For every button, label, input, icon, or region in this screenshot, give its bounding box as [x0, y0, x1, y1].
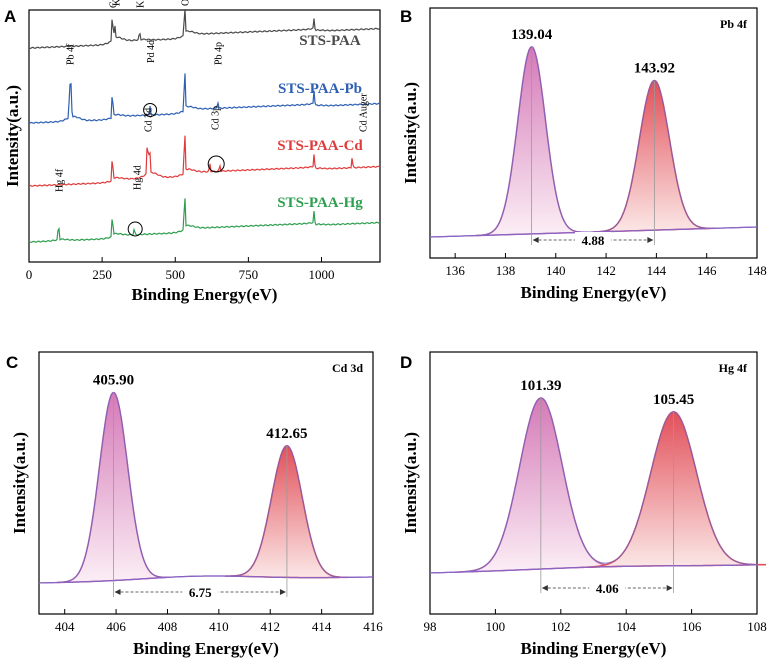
envelope-line: [430, 397, 757, 574]
arrow-head: [647, 237, 654, 243]
x-tick-label: 142: [596, 263, 616, 278]
plot-frame: [429, 351, 758, 615]
splitting-label: 4.06: [596, 581, 619, 596]
x-tick-label: 412: [260, 619, 280, 634]
x-tick-label: 98: [424, 619, 437, 634]
x-tick-label: 144: [647, 263, 667, 278]
x-tick-label: 406: [106, 619, 126, 634]
peak-value-label: 143.92: [634, 61, 675, 77]
x-axis-label: Binding Energy(eV): [521, 639, 667, 658]
envelope-line: [430, 46, 757, 238]
panel-title: Cd 3d: [332, 361, 363, 375]
arrow-head: [666, 585, 673, 591]
panel-a: A 0 250 500 750 1000 Binding Energy(eV) Intensi…: [3, 0, 381, 304]
x-tick-label: 416: [363, 619, 383, 634]
peak-annotation: Cd 3d: [143, 108, 154, 132]
peak-annotation: O 1s: [181, 0, 192, 6]
panel-letter-d: D: [400, 353, 412, 372]
x-tick-label: 138: [496, 263, 516, 278]
panel-title: Pb 4f: [720, 17, 748, 31]
panel-title: Hg 4f: [719, 361, 748, 375]
legend-label: STS-PAA-Hg: [277, 195, 363, 211]
splitting-label: 6.75: [189, 585, 212, 600]
series-line-sts-paa-hg: [28, 198, 381, 244]
splitting-label-bg: [589, 580, 626, 596]
splitting-label-bg: [574, 232, 611, 248]
arrow-head: [532, 237, 539, 243]
x-tick-label: 414: [312, 619, 332, 634]
x-tick-label: 410: [209, 619, 229, 634]
legend-label: STS-PAA-Cd: [277, 138, 363, 154]
peak-value-label: 139.04: [511, 27, 553, 43]
x-tick-label: 102: [551, 619, 571, 634]
x-tick-label: 0: [26, 267, 33, 282]
y-axis-label: Intensity(a.u.): [401, 432, 420, 534]
x-tick-label: 1000: [309, 267, 335, 282]
x-axis-label: Binding Energy(eV): [132, 285, 278, 304]
panel-c: C 404 406 408 410 412 414 416 Binding Energy(eV)…: [6, 351, 383, 658]
series-line-sts-paa-cd: [28, 135, 381, 187]
baseline-line: [39, 575, 373, 584]
peak-annotation: Cd Auger: [358, 93, 369, 132]
peak-annotation: Hg 4f: [55, 168, 66, 192]
plot-frame: [429, 7, 758, 259]
peak-value-label: 412.65: [266, 426, 307, 442]
x-tick-label: 140: [546, 263, 566, 278]
panel-b: B 136 138 140 142 144 146 148 Binding Energy(eV)…: [400, 7, 767, 302]
panel-letter-a: A: [4, 7, 16, 26]
panel-letter-b: B: [400, 7, 412, 26]
legend-label: STS-PAA: [299, 33, 361, 49]
x-tick-label: 408: [158, 619, 178, 634]
peak-annotation: Hg 4d: [133, 165, 144, 190]
y-axis-label: Intensity(a.u.): [3, 85, 22, 187]
peak-annotation: Pb 4f: [66, 43, 77, 65]
arrow-head: [541, 585, 548, 591]
circle-marker: [143, 103, 158, 117]
arrow-head: [279, 589, 286, 595]
panel-letter-c: C: [6, 353, 18, 372]
y-axis-label: Intensity(a.u.): [10, 432, 29, 534]
x-axis-label: Binding Energy(eV): [133, 639, 279, 658]
x-tick-label: 750: [239, 267, 259, 282]
plot-frame: [28, 9, 381, 263]
series-line-sts-paa: [28, 9, 381, 50]
x-tick-label: 100: [486, 619, 506, 634]
peak-annotation: K 2s: [136, 0, 147, 8]
x-tick-label: 148: [747, 263, 767, 278]
circle-marker: [207, 155, 225, 173]
peak-annotation: Pd 4d: [146, 40, 157, 63]
arrow-head: [114, 589, 121, 595]
circle-marker: [127, 221, 143, 237]
x-tick-label: 106: [682, 619, 702, 634]
x-tick-label: 500: [166, 267, 186, 282]
panel-d: D 98 100 102 104 106 108 Binding Energy(eV) Inte…: [400, 351, 767, 658]
series-line-sts-paa-pb: [28, 73, 381, 125]
y-axis-label: Intensity(a.u.): [401, 82, 420, 184]
baseline-line: [430, 564, 757, 574]
x-tick-label: 104: [616, 619, 636, 634]
x-tick-label: 136: [445, 263, 465, 278]
peak-value-label: 101.39: [520, 378, 561, 394]
peak-annotation: Cd 3p: [211, 106, 222, 130]
peak-annotation: K 2p: [111, 0, 122, 6]
peak-value-label: 405.90: [93, 373, 134, 389]
plot-frame: [38, 351, 374, 615]
legend-label: STS-PAA-Pb: [278, 81, 362, 97]
x-tick-label: 250: [92, 267, 112, 282]
x-tick-label: 146: [697, 263, 717, 278]
splitting-label: 4.88: [582, 233, 605, 248]
splitting-label-bg: [182, 584, 219, 600]
x-tick-label: 108: [747, 619, 767, 634]
x-tick-label: 404: [55, 619, 75, 634]
peak-value-label: 105.45: [653, 392, 694, 408]
peak-annotation: C 1s: [108, 0, 119, 8]
peak-annotation: Pb 4p: [214, 42, 225, 65]
x-axis-label: Binding Energy(eV): [521, 283, 667, 302]
